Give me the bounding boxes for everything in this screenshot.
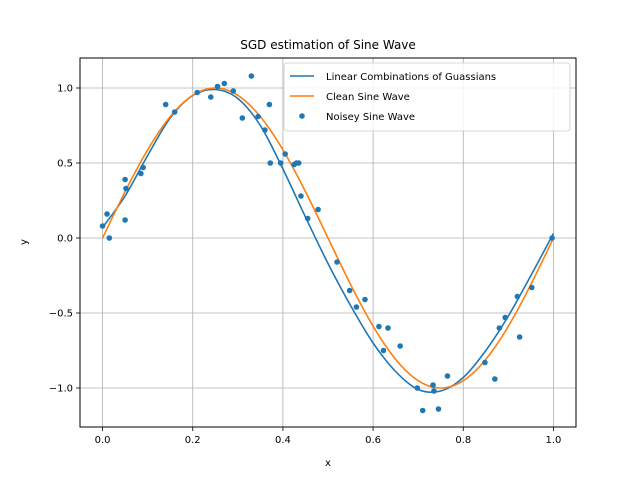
- y-tick-label: −0.5: [49, 309, 73, 320]
- scatter-point: [362, 296, 368, 303]
- scatter-point: [431, 388, 437, 394]
- scatter-point: [315, 206, 321, 213]
- scatter-point: [298, 193, 304, 199]
- scatter-point: [194, 89, 201, 96]
- scatter-point: [380, 347, 387, 354]
- legend-entry-label: Clean Sine Wave: [326, 92, 410, 103]
- scatter-point: [262, 127, 268, 133]
- scatter-point: [514, 293, 521, 300]
- legend: Linear Combinations of Guassians Clean Si…: [283, 62, 571, 132]
- y-tick-label: −1.0: [49, 384, 73, 395]
- scatter-point: [171, 109, 178, 115]
- ticks: 0.0 0.2 0.4 0.6 0.8 1.0 −1.0 −0.5 0.0 0.5 1.0: [49, 84, 562, 447]
- scatter-point: [492, 376, 498, 382]
- scatter-point: [99, 223, 106, 229]
- plot-area: [99, 73, 555, 414]
- scatter-point: [496, 325, 503, 331]
- scatter-point: [214, 83, 221, 90]
- scatter-point: [444, 373, 451, 379]
- scatter-point: [104, 211, 110, 217]
- scatter-point: [140, 164, 146, 171]
- scatter-point: [138, 170, 144, 177]
- scatter-point: [353, 304, 360, 310]
- scatter-point: [255, 113, 261, 120]
- series-line-clean-sine: [101, 87, 555, 389]
- scatter-point: [414, 385, 421, 391]
- scatter-point: [430, 382, 436, 388]
- scatter-point: [248, 73, 255, 79]
- x-tick-label: 0.0: [95, 435, 111, 446]
- scatter-point: [516, 334, 523, 340]
- x-tick-label: 0.6: [365, 435, 381, 446]
- x-tick-label: 0.4: [275, 435, 291, 446]
- scatter-point: [122, 217, 128, 223]
- scatter-point: [397, 343, 403, 349]
- scatter-point: [385, 325, 391, 331]
- axes-frame: [79, 57, 577, 428]
- scatter-point: [221, 80, 228, 87]
- x-tick-label: 1.0: [546, 435, 562, 446]
- scatter-point: [346, 287, 353, 294]
- y-tick-label: 1.0: [57, 84, 73, 95]
- y-axis-label: y: [19, 239, 30, 245]
- scatter-point: [123, 185, 129, 192]
- scatter-point: [267, 160, 274, 166]
- y-tick-label: 0.5: [57, 159, 73, 170]
- scatter-point: [207, 94, 214, 100]
- scatter-point: [106, 235, 113, 241]
- scatter-point: [482, 359, 488, 366]
- scatter-point: [502, 314, 509, 321]
- scatter-point: [266, 101, 273, 108]
- legend-entry-label: Noisey Sine Wave: [326, 112, 415, 123]
- scatter-point: [419, 407, 426, 414]
- legend-marker: [299, 113, 305, 119]
- scatter-point: [376, 323, 382, 330]
- x-tick-label: 0.8: [455, 435, 471, 446]
- scatter-point: [239, 115, 246, 121]
- scatter-point: [162, 101, 169, 108]
- legend-box: [283, 62, 571, 132]
- legend-entry-label: Linear Combinations of Guassians: [326, 72, 496, 83]
- y-tick-label: 0.0: [57, 234, 73, 245]
- scatter-point: [277, 160, 284, 166]
- chart-title: SGD estimation of Sine Wave: [240, 38, 416, 52]
- scatter-point: [529, 284, 535, 291]
- scatter-point: [282, 151, 288, 157]
- scatter-point: [334, 259, 340, 265]
- scatter-point: [304, 215, 311, 222]
- x-tick-label: 0.2: [185, 435, 201, 446]
- scatter-point: [122, 176, 128, 183]
- scatter-point: [549, 235, 555, 241]
- scatter-point: [230, 88, 237, 94]
- x-axis-label: x: [325, 458, 331, 469]
- scatter-point: [295, 160, 302, 166]
- scatter-point: [435, 406, 442, 412]
